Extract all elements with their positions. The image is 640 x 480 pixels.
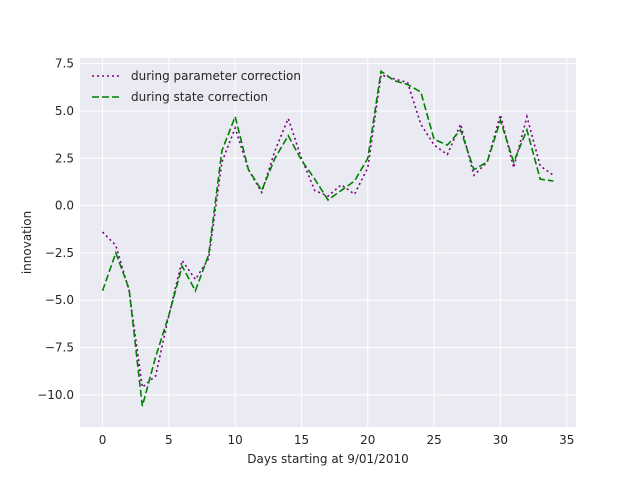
y-tick-labels: −10.0 −7.5 −5.0 −2.5 0.0 2.5 5.0 7.5: [37, 57, 74, 402]
y-tick-label: 7.5: [55, 57, 74, 71]
x-tick-label: 5: [165, 433, 173, 447]
x-tick-label: 10: [228, 433, 243, 447]
plot-area: [80, 58, 576, 427]
legend-label: during parameter correction: [131, 69, 301, 83]
x-tick-label: 25: [426, 433, 441, 447]
x-tick-label: 35: [559, 433, 574, 447]
y-axis-label: innovation: [20, 211, 34, 274]
y-tick-label: −7.5: [45, 341, 74, 355]
series-line-state-correction: [101, 69, 554, 407]
x-tick-labels: 0 5 10 15 20 25 30 35: [99, 433, 575, 447]
y-tick-label: −2.5: [45, 246, 74, 260]
series-line-parameter-correction: [101, 74, 554, 389]
y-tick-label: −5.0: [45, 293, 74, 307]
x-tick-label: 20: [360, 433, 375, 447]
grid-lines: [80, 58, 576, 427]
y-tick-label: −10.0: [37, 388, 74, 402]
legend: during parameter correction during state …: [92, 69, 301, 104]
y-tick-label: 0.0: [55, 199, 74, 213]
y-tick-label: 5.0: [55, 104, 74, 118]
x-tick-label: 0: [99, 433, 107, 447]
x-tick-label: 15: [294, 433, 309, 447]
legend-label: during state correction: [131, 90, 268, 104]
x-tick-label: 30: [493, 433, 508, 447]
x-axis-label: Days starting at 9/01/2010: [247, 452, 408, 466]
y-tick-label: 2.5: [55, 151, 74, 165]
series-layer: [101, 69, 554, 407]
